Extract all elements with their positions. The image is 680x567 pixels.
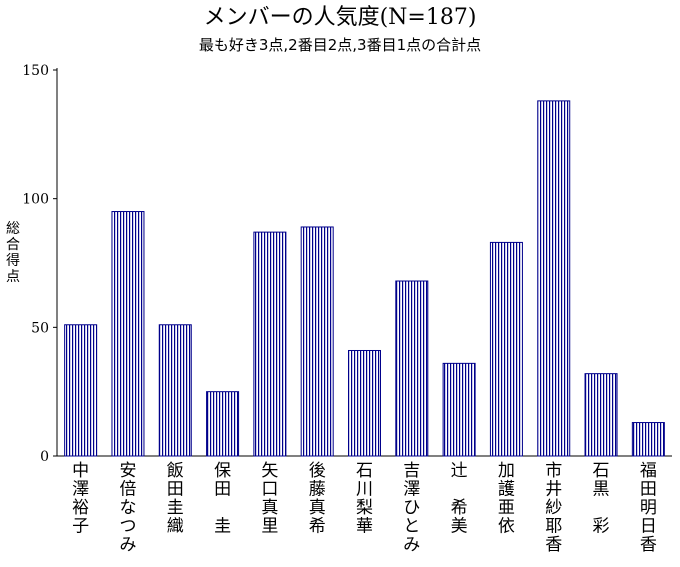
bar (111, 211, 145, 457)
bar (348, 349, 381, 457)
x-tick-label: 加護亜依 (498, 461, 515, 537)
x-tick-label: 保田 圭 (214, 461, 231, 537)
bar (64, 324, 98, 457)
x-tick-label: 辻 希美 (451, 461, 468, 537)
x-tick-label: 中澤裕子 (72, 461, 89, 537)
x-tick-label: 吉澤ひとみ (403, 461, 420, 555)
x-tick-label: 石川梨華 (356, 461, 373, 537)
x-tick-label: 後藤真希 (309, 461, 326, 537)
y-axis-title: 総合得点 (6, 221, 20, 285)
bar (253, 231, 287, 457)
bar (537, 100, 571, 457)
bar (442, 362, 476, 457)
x-tick-label: 矢口真里 (261, 461, 278, 537)
y-tick-label: 50 (31, 320, 49, 336)
bar (584, 373, 618, 457)
chart-title: メンバーの人気度(N=187) (204, 5, 477, 30)
bar (395, 280, 429, 457)
y-tick-label: 100 (22, 192, 49, 208)
bar (300, 226, 334, 457)
x-tick-labels: 中澤裕子 安倍なつみ 飯田圭織 保田 圭 矢口真里 後藤真希 石川梨華 吉澤ひとみ 辻 希美 加護… (72, 461, 657, 555)
x-tick-label: 石黒 彩 (593, 461, 610, 537)
y-tick-label: 0 (40, 449, 49, 465)
x-tick-label: 福田明日香 (640, 461, 657, 555)
bar (206, 391, 240, 457)
chart-subtitle: 最も好き3点,2番目2点,3番目1点の合計点 (199, 36, 481, 54)
bar (158, 324, 192, 457)
x-tick-label: 安倍なつみ (119, 461, 136, 555)
bar (489, 241, 523, 457)
y-tick-label: 150 (22, 63, 49, 79)
x-tick-label: 市井紗耶香 (545, 461, 562, 555)
y-axis-label: 総合得点 (6, 221, 20, 285)
bars (64, 100, 665, 457)
x-tick-label: 飯田圭織 (167, 461, 184, 537)
bar (631, 422, 665, 457)
